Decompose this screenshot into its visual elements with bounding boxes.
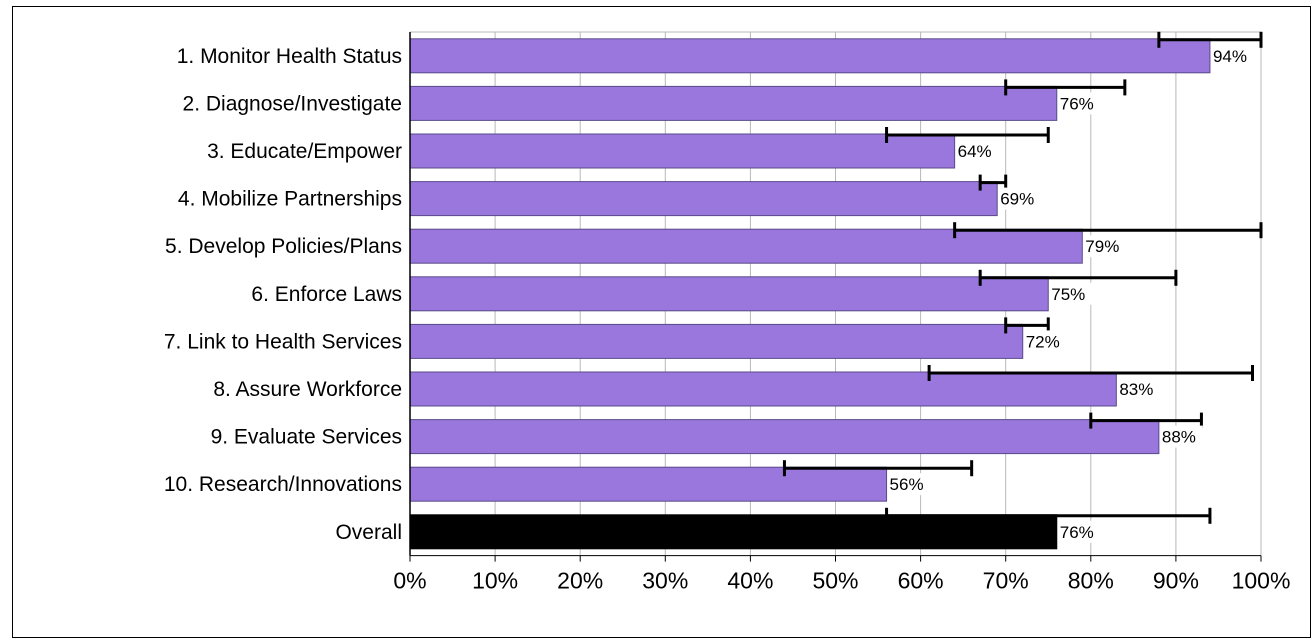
value-label: 88%	[1162, 428, 1196, 447]
category-label: 4. Mobilize Partnerships	[178, 188, 402, 211]
category-label: 1. Monitor Health Status	[177, 45, 402, 68]
bar	[409, 276, 1049, 312]
value-label-bg	[888, 473, 931, 496]
value-label-bg	[956, 140, 999, 162]
x-tick-label: 100%	[1232, 568, 1291, 594]
x-tick-label: 60%	[898, 568, 944, 594]
bar	[409, 38, 1211, 74]
bar	[409, 228, 1083, 264]
value-label: 83%	[1119, 380, 1153, 399]
value-label-bg	[999, 187, 1042, 210]
bar	[409, 133, 956, 169]
value-label-bg	[1050, 282, 1093, 305]
bar	[409, 323, 1024, 359]
bar	[409, 181, 998, 217]
x-tick-label: 80%	[1068, 568, 1114, 594]
value-label: 76%	[1060, 523, 1094, 542]
value-label: 72%	[1026, 332, 1060, 351]
value-label-bg	[1211, 44, 1254, 67]
value-label-bg	[1024, 330, 1067, 353]
x-axis-ticks: 0% 10% 20% 30% 40% 50% 60% 70% 80% 90% 100%	[393, 32, 1290, 594]
value-label: 64%	[958, 142, 992, 161]
category-label: 9. Evaluate Services	[211, 426, 402, 449]
error-bars	[782, 31, 1263, 524]
bar	[409, 419, 1160, 455]
x-tick-label: 10%	[472, 568, 518, 594]
value-label: 94%	[1213, 47, 1247, 66]
category-label: 5. Develop Policies/Plans	[165, 235, 402, 258]
x-tick-label: 40%	[727, 568, 773, 594]
value-label-bg	[1058, 520, 1101, 543]
x-tick-label: 0%	[393, 568, 426, 594]
bar	[409, 85, 1058, 121]
category-label: 7. Link to Health Services	[164, 330, 402, 353]
value-label: 76%	[1060, 94, 1094, 113]
value-label: 75%	[1051, 285, 1085, 304]
bar	[409, 371, 1117, 407]
category-labels: 1. Monitor Health Status 2. Diagnose/Inve…	[164, 45, 402, 544]
bar	[409, 466, 888, 502]
x-tick-label: 30%	[642, 568, 688, 594]
value-label-bg	[1160, 425, 1203, 448]
value-label: 79%	[1085, 237, 1119, 256]
category-label: Overall	[335, 521, 402, 544]
category-label: 6. Enforce Laws	[251, 283, 402, 306]
value-labels: 94% 76% 64% 69% 79% 75% 72% 83% 88% 56% 76%	[888, 44, 1254, 543]
value-label-bg	[1058, 92, 1101, 115]
value-label-bg	[1118, 378, 1161, 400]
x-tick-label: 20%	[557, 568, 603, 594]
category-label: 3. Educate/Empower	[207, 140, 402, 163]
x-tick-label: 70%	[983, 568, 1029, 594]
value-label-bg	[1084, 235, 1127, 258]
value-label: 56%	[890, 475, 924, 494]
x-tick-label: 50%	[812, 568, 858, 594]
x-tick-label: 90%	[1153, 568, 1199, 594]
category-label: 10. Research/Innovations	[164, 473, 402, 496]
bar-overall	[409, 514, 1058, 550]
category-label: 8. Assure Workforce	[213, 378, 402, 401]
value-label: 69%	[1000, 190, 1034, 209]
category-label: 2. Diagnose/Investigate	[183, 92, 402, 115]
